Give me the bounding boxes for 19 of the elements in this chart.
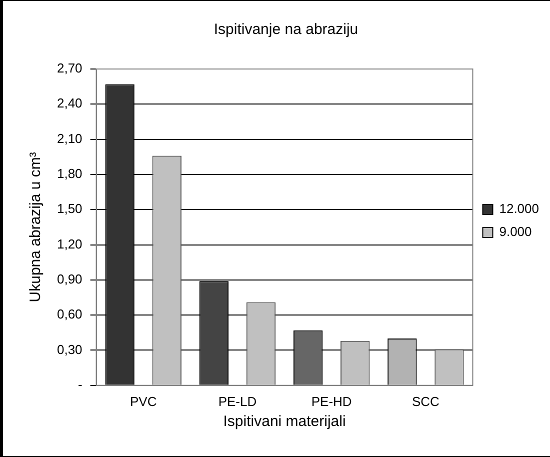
x-tick-label: PE-HD xyxy=(311,394,352,409)
y-tick-label: 0,60 xyxy=(56,306,82,322)
y-tick-label: - xyxy=(78,376,82,392)
y-tick-label: 0,90 xyxy=(56,272,82,287)
y-tick-label: 1,50 xyxy=(56,201,82,216)
y-tick-label: 0,30 xyxy=(56,342,82,357)
y-axis-title: Ukupna abrazija u cm³ xyxy=(27,152,44,302)
legend-label: 12.000 xyxy=(499,201,540,216)
legend-label: 9.000 xyxy=(499,224,532,240)
y-tick-label: 2,10 xyxy=(56,130,82,146)
chart-title: Ispitivanje na abraziju xyxy=(214,21,358,38)
y-tick-label: 1,20 xyxy=(56,236,82,252)
x-tick-label: PVC xyxy=(130,394,157,409)
y-tick-label: 2,40 xyxy=(56,96,82,111)
y-tick-label: 1,80 xyxy=(56,166,82,182)
y-tick-label: 2,70 xyxy=(56,60,82,76)
x-tick-label: SCC xyxy=(412,394,440,409)
x-axis-title: Ispitivani materijali xyxy=(223,413,346,430)
x-tick-label: PE-LD xyxy=(218,394,257,409)
